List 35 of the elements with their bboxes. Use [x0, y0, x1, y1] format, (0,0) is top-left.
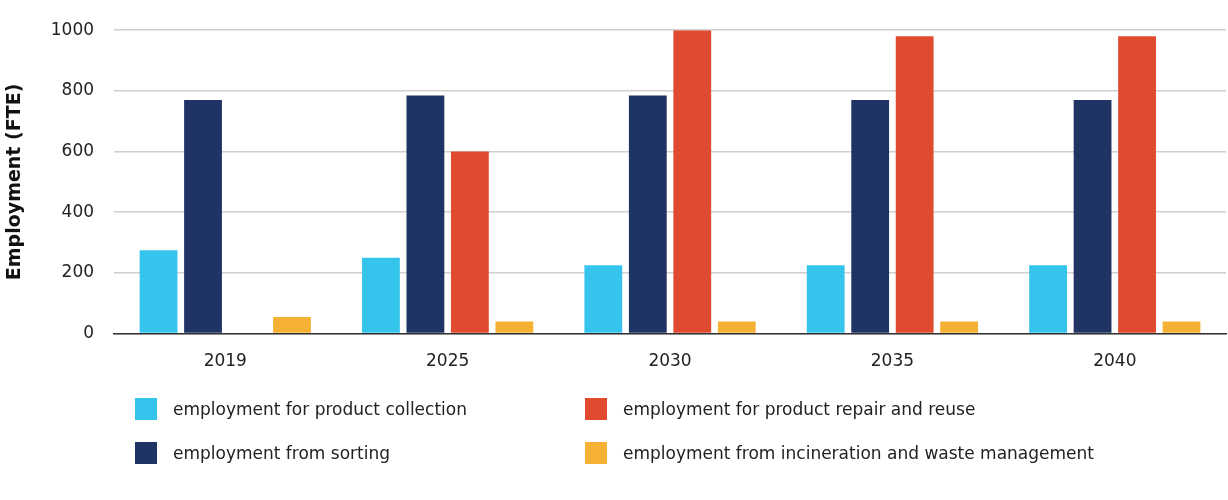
bar	[450, 151, 489, 333]
bar	[1029, 265, 1067, 333]
bar	[806, 265, 845, 333]
bar	[1073, 99, 1112, 333]
x-tick-label: 2025	[426, 350, 470, 371]
y-tick-label: 600	[61, 139, 95, 160]
legend-label: employment for product repair and reuse	[623, 399, 976, 419]
legend-label: employment from incineration and waste management	[623, 443, 1094, 463]
y-tick-label: 800	[61, 79, 95, 100]
x-tick-label: 2030	[648, 350, 692, 371]
y-tick-label: 200	[61, 261, 95, 282]
x-tick-label: 2035	[870, 350, 915, 371]
bar	[584, 265, 623, 333]
y-tick-label: 0	[83, 322, 95, 343]
y-axis-title: Employment (FTE)	[2, 83, 25, 281]
bar	[273, 316, 311, 333]
bar	[851, 99, 890, 333]
bar	[895, 36, 934, 333]
legend-label: employment from sorting	[173, 443, 391, 463]
bar	[184, 99, 222, 333]
bar	[1162, 321, 1201, 333]
bar	[495, 321, 534, 333]
bar	[717, 321, 756, 333]
bar	[1118, 36, 1156, 333]
bar	[406, 95, 445, 333]
y-tick-label: 400	[61, 200, 95, 221]
bar	[673, 30, 712, 333]
x-tick-label: 2040	[1093, 350, 1137, 371]
y-tick-label: 1000	[50, 18, 95, 39]
bar	[139, 250, 178, 333]
x-tick-label: 2019	[203, 350, 247, 371]
legend-label: employment for product collection	[173, 399, 467, 419]
bar	[362, 257, 400, 333]
bar	[940, 321, 979, 333]
bar	[628, 95, 667, 333]
